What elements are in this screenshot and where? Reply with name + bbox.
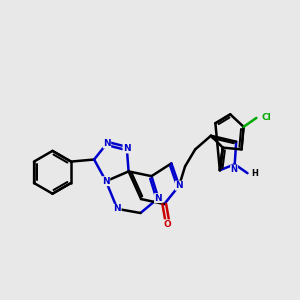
Text: N: N <box>113 204 121 213</box>
Text: N: N <box>123 144 130 153</box>
Text: N: N <box>103 139 111 148</box>
Text: N: N <box>102 177 110 186</box>
Text: N: N <box>231 165 238 174</box>
Text: N: N <box>175 181 183 190</box>
Text: N: N <box>154 194 162 203</box>
Text: Cl: Cl <box>262 113 272 122</box>
Text: O: O <box>164 220 172 229</box>
Text: H: H <box>251 169 258 178</box>
